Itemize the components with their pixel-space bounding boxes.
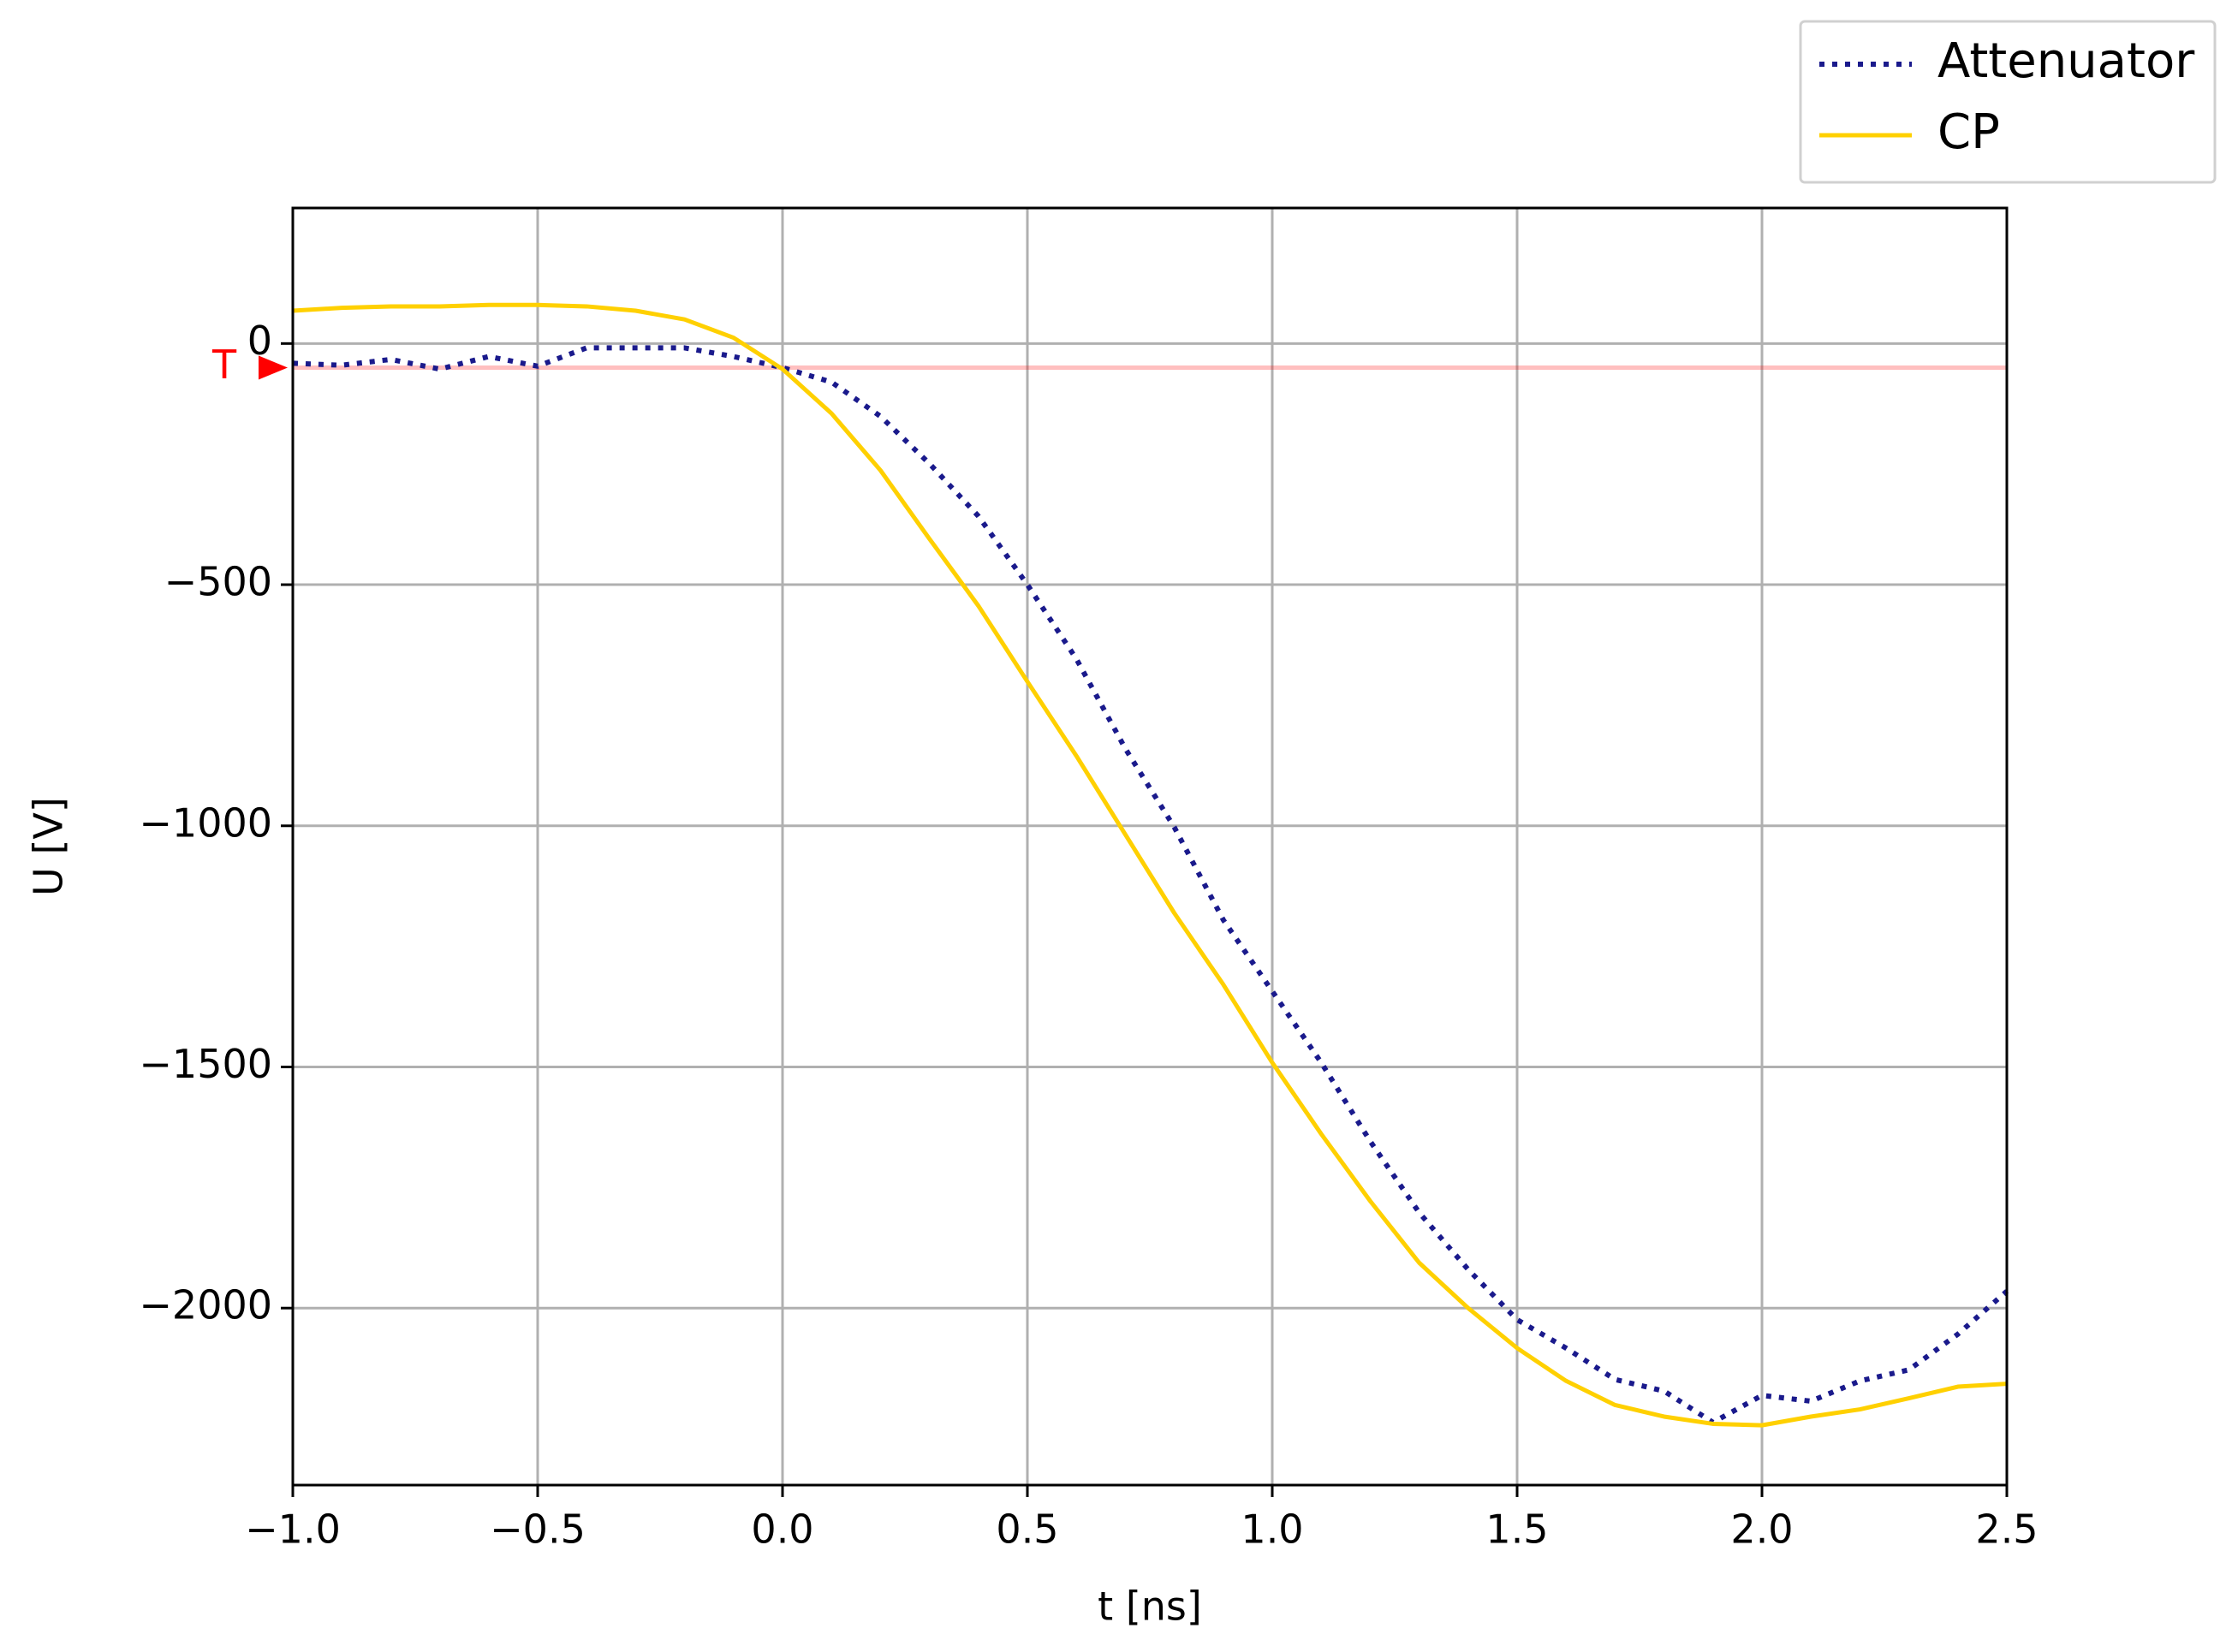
x-tick-label: 1.0 — [1241, 1506, 1303, 1553]
y-axis-label: U [V] — [26, 797, 72, 896]
x-tick-label: 0.5 — [996, 1506, 1058, 1553]
y-tick-label: −1500 — [139, 1041, 272, 1087]
x-tick-label: 1.5 — [1485, 1506, 1548, 1553]
y-tick-label: 0 — [247, 318, 272, 364]
x-axis-label: t [ns] — [1098, 1584, 1202, 1630]
legend-box — [1799, 20, 2217, 184]
x-tick-label: −0.5 — [490, 1506, 586, 1553]
plot-frame — [291, 206, 2009, 1487]
y-tick-label: −2000 — [139, 1282, 272, 1328]
y-tick-label: −500 — [164, 559, 272, 605]
legend-label: Attenuator — [1937, 33, 2195, 89]
trigger-label: T — [211, 342, 237, 388]
x-tick-label: 0.0 — [751, 1506, 813, 1553]
x-tick-label: 2.5 — [1975, 1506, 2038, 1553]
x-tick-label: −1.0 — [245, 1506, 341, 1553]
x-tick-label: 2.0 — [1730, 1506, 1793, 1553]
legend-label: CP — [1937, 104, 2000, 160]
trigger-marker — [259, 355, 288, 380]
y-tick-label: −1000 — [139, 799, 272, 846]
series-line — [292, 345, 2009, 1425]
series-line — [292, 302, 2008, 1428]
